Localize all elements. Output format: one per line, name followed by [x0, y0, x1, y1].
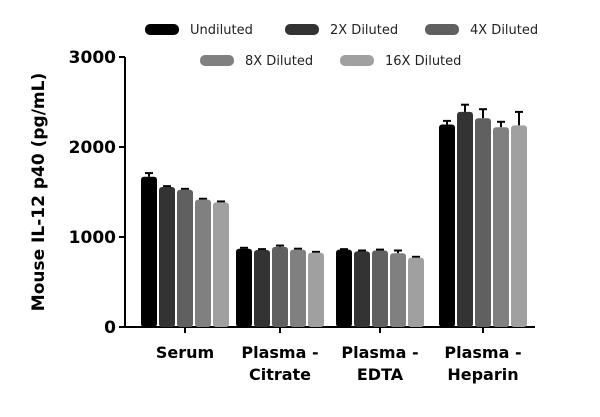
- x-tick-label: EDTA: [357, 365, 404, 384]
- bar: [475, 118, 491, 327]
- bar: [457, 111, 473, 328]
- bar: [372, 250, 388, 327]
- bar: [354, 251, 370, 327]
- x-tick-label: Heparin: [447, 365, 518, 384]
- legend-label: Undiluted: [190, 23, 253, 38]
- legend-swatch: [145, 24, 179, 35]
- bar: [408, 257, 424, 327]
- y-tick-label: 3000: [69, 48, 116, 68]
- bar: [336, 249, 352, 327]
- legend-label: 16X Diluted: [385, 54, 461, 69]
- y-tick-label: 2000: [69, 138, 116, 158]
- x-tick-label: Plasma -: [241, 343, 318, 362]
- x-tick-label: Plasma -: [341, 343, 418, 362]
- legend-swatch: [425, 24, 459, 35]
- bar: [439, 124, 455, 327]
- x-tick-label: Serum: [156, 343, 214, 362]
- x-tick-label: Citrate: [249, 365, 311, 384]
- bar: [213, 202, 229, 327]
- bar: [272, 246, 288, 327]
- y-axis-label: Mouse IL-12 p40 (pg/mL): [29, 73, 49, 311]
- bar: [390, 253, 406, 327]
- bar: [493, 127, 509, 327]
- y-tick-label: 1000: [69, 228, 116, 248]
- bar: [308, 252, 324, 327]
- legend-swatch: [340, 55, 374, 66]
- legend-label: 2X Diluted: [330, 23, 398, 38]
- bar: [195, 199, 211, 327]
- legend-swatch: [285, 24, 319, 35]
- bar: [177, 189, 193, 327]
- bar: [141, 176, 157, 327]
- x-tick-label: Plasma -: [444, 343, 521, 362]
- legend-swatch: [200, 55, 234, 66]
- legend-label: 8X Diluted: [245, 54, 313, 69]
- bar: [159, 187, 175, 327]
- bar: [290, 249, 306, 327]
- bar: [236, 248, 252, 327]
- y-tick-label: 0: [104, 318, 116, 338]
- legend-label: 4X Diluted: [470, 23, 538, 38]
- bar: [254, 250, 270, 327]
- bar: [511, 125, 527, 328]
